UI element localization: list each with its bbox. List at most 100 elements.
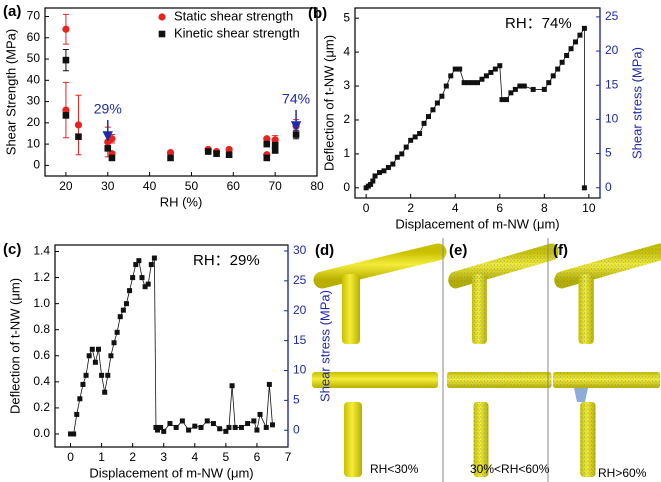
- chart-panel: (a) 20 30 40 50 60 70 80 0 10 20 30 40 50 60 70 RH (%) Sh…: [3, 3, 324, 209]
- point: [559, 59, 565, 65]
- x-tick-label: 10: [582, 201, 596, 215]
- point: [521, 83, 527, 89]
- point: [179, 418, 185, 424]
- point: [108, 353, 114, 359]
- water-layer: [447, 252, 552, 477]
- x-tick-label: 4: [452, 201, 459, 215]
- x-tick-label: 3: [160, 450, 167, 464]
- point: [399, 151, 405, 157]
- y2-axis-label: Shear stress (MPa): [317, 290, 332, 402]
- point: [581, 25, 587, 31]
- legend-marker: [158, 13, 166, 21]
- point: [198, 424, 204, 430]
- y2-tick-label: 5: [605, 146, 612, 160]
- point: [68, 431, 74, 437]
- point: [245, 421, 251, 427]
- y-tick-label: 5: [343, 10, 350, 24]
- point: [120, 307, 126, 313]
- data-line: [365, 27, 585, 189]
- point: [105, 372, 111, 378]
- x-tick-label: 8: [541, 201, 548, 215]
- annotation-arrow: [102, 120, 113, 142]
- panel-label: (c): [3, 241, 21, 258]
- annotation-arrow: [290, 110, 302, 132]
- point: [142, 284, 148, 290]
- y-tick-label: 3: [343, 78, 350, 92]
- panel-label: (f): [553, 242, 568, 259]
- y2-tick-label: 15: [293, 333, 307, 347]
- point: [479, 76, 485, 82]
- x-tick-label: 40: [143, 179, 157, 193]
- point: [74, 411, 80, 417]
- point: [217, 426, 223, 432]
- point: [104, 145, 112, 152]
- point: [263, 424, 269, 430]
- point: [161, 428, 167, 434]
- panel-label: (d): [315, 242, 334, 259]
- point: [408, 137, 414, 143]
- point: [133, 262, 139, 268]
- point: [62, 25, 70, 33]
- y-tick-label: 0.8: [33, 322, 50, 336]
- panel-label: (a): [3, 3, 21, 20]
- point: [83, 372, 89, 378]
- x-tick-label: 6: [254, 450, 261, 464]
- y-axis-label: Deflection of t-NW (μm): [7, 278, 22, 414]
- y-tick-label: 40: [27, 72, 41, 86]
- x-tick-label: 50: [185, 179, 199, 193]
- point: [517, 83, 523, 89]
- point: [204, 148, 212, 155]
- point: [434, 100, 440, 106]
- point: [130, 275, 136, 281]
- point: [102, 389, 108, 395]
- point: [443, 83, 449, 89]
- point: [390, 161, 396, 167]
- water-layer: [553, 252, 660, 477]
- point: [271, 136, 279, 144]
- point: [238, 424, 244, 430]
- y-tick-label: 10: [27, 136, 41, 150]
- annotation: 29%: [94, 101, 122, 117]
- point: [232, 424, 238, 430]
- y-tick-label: 50: [27, 51, 41, 65]
- point: [499, 97, 505, 103]
- point: [503, 97, 509, 103]
- y-tick-label: 1.0: [33, 296, 50, 310]
- point: [86, 353, 92, 359]
- point: [546, 80, 552, 86]
- panel-label: (b): [308, 5, 327, 22]
- point: [167, 421, 173, 427]
- point: [370, 178, 376, 184]
- plot-frame: [54, 244, 289, 448]
- point: [417, 131, 423, 137]
- point: [186, 427, 192, 433]
- point: [577, 32, 583, 38]
- y-tick-label: 70: [27, 9, 41, 23]
- annotation: RH：29%: [193, 252, 260, 269]
- point: [269, 422, 275, 428]
- point: [151, 255, 157, 261]
- point: [155, 427, 161, 433]
- panel-label: (e): [449, 242, 467, 259]
- point: [62, 112, 70, 119]
- y2-tick-label: 10: [605, 112, 619, 126]
- point: [158, 424, 164, 430]
- point: [426, 114, 431, 120]
- point: [470, 80, 476, 86]
- point: [117, 314, 123, 320]
- y2-tick-label: 20: [293, 303, 307, 317]
- y-tick-label: 30: [27, 94, 41, 108]
- point: [368, 181, 374, 187]
- y-tick-label: 1.4: [33, 244, 50, 258]
- legend-label: Static shear strength: [174, 8, 293, 23]
- point: [266, 381, 272, 387]
- point: [145, 281, 151, 287]
- point: [573, 39, 578, 45]
- x-tick-label: 4: [191, 450, 198, 464]
- y-axis-label: Deflection of t-NW (μm): [321, 35, 336, 171]
- point: [263, 140, 271, 148]
- point: [430, 107, 436, 113]
- y2-tick-label: 25: [293, 273, 307, 287]
- x-tick-label: 1: [98, 450, 105, 464]
